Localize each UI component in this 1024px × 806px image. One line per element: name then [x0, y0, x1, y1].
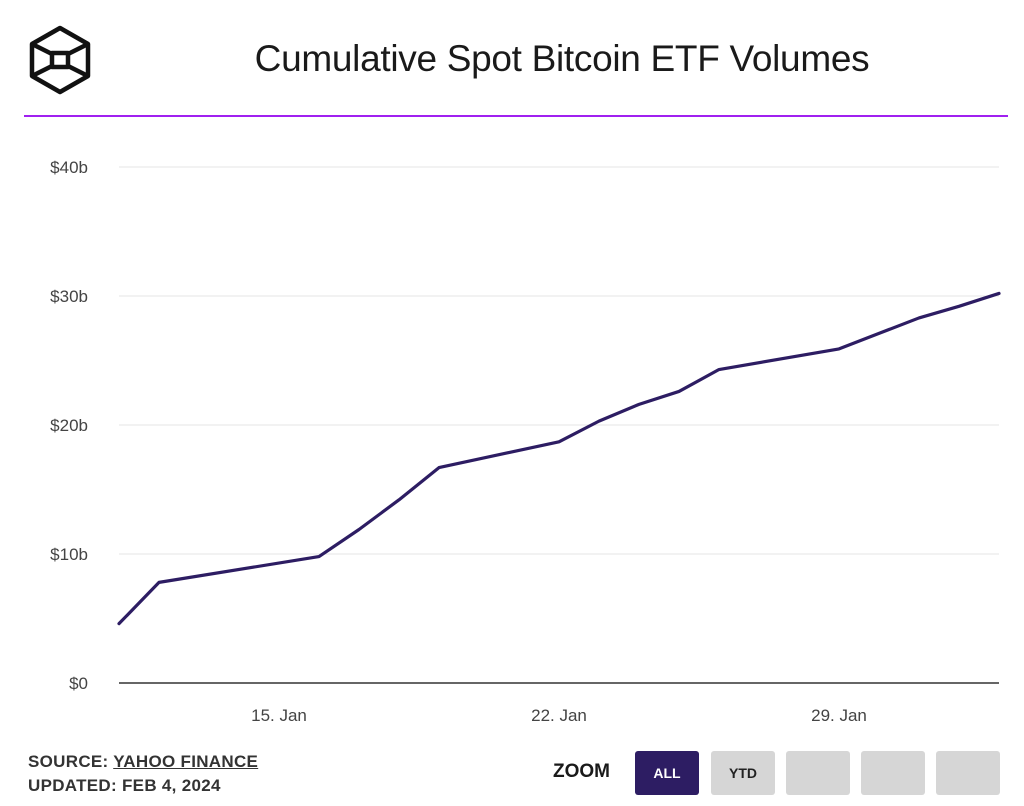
source-link[interactable]: YAHOO FINANCE	[113, 752, 259, 771]
y-tick-label: $30b	[50, 287, 88, 306]
data-point[interactable]	[675, 387, 683, 395]
y-tick-label: $40b	[50, 158, 88, 177]
zoom-button-5[interactable]	[936, 751, 1000, 795]
data-point[interactable]	[395, 496, 403, 504]
source-prefix: SOURCE:	[28, 752, 114, 771]
data-point[interactable]	[555, 438, 563, 446]
hexagon-cube-logo-icon	[29, 25, 91, 95]
data-point[interactable]	[635, 400, 643, 408]
source-line: SOURCE: YAHOO FINANCE	[28, 750, 258, 774]
x-tick-label: 15. Jan	[251, 706, 307, 725]
series-line[interactable]	[117, 291, 1001, 626]
chart-footer: SOURCE: YAHOO FINANCE UPDATED: FEB 4, 20…	[28, 750, 258, 798]
gridlines	[119, 166, 999, 555]
y-tick-label: $0	[69, 674, 88, 693]
updated-date: UPDATED: FEB 4, 2024	[28, 776, 221, 795]
data-point[interactable]	[595, 417, 603, 425]
data-point[interactable]	[715, 366, 723, 374]
data-point[interactable]	[355, 525, 363, 533]
line-chart: $0 $10b $20b $30b $40b 15. Jan 22. Jan 29. Jan	[50, 158, 1003, 725]
data-point[interactable]	[955, 302, 963, 310]
zoom-all-button[interactable]: ALL	[635, 751, 699, 795]
y-tick-label: $20b	[50, 416, 88, 435]
data-point[interactable]	[875, 329, 883, 337]
x-tick-label: 22. Jan	[531, 706, 587, 725]
x-tick-label: 29. Jan	[811, 706, 867, 725]
zoom-button-4[interactable]	[861, 751, 925, 795]
data-point[interactable]	[835, 345, 843, 353]
data-points	[115, 289, 1003, 627]
data-point[interactable]	[315, 553, 323, 561]
data-point[interactable]	[155, 578, 163, 586]
chart-title: Cumulative Spot Bitcoin ETF Volumes	[254, 38, 870, 79]
title-divider	[24, 115, 1008, 117]
zoom-label: ZOOM	[553, 761, 610, 782]
data-point[interactable]	[435, 464, 443, 472]
zoom-ytd-button[interactable]: YTD	[711, 751, 775, 795]
zoom-button-3[interactable]	[786, 751, 850, 795]
y-tick-label: $10b	[50, 545, 88, 564]
x-axis-labels: 15. Jan 22. Jan 29. Jan	[251, 706, 867, 725]
data-point[interactable]	[115, 620, 123, 628]
data-point[interactable]	[915, 314, 923, 322]
y-axis-labels: $0 $10b $20b $30b $40b	[50, 158, 88, 693]
data-point[interactable]	[995, 289, 1003, 297]
